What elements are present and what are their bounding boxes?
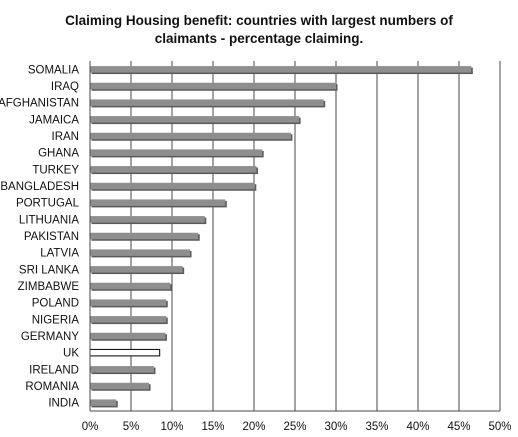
bar <box>90 166 257 173</box>
bar <box>90 132 291 140</box>
chart-title-line-1: Claiming Housing benefit: countries with… <box>65 13 453 28</box>
x-tick-label: 45% <box>447 421 470 433</box>
category-label: JAMAICA <box>29 114 79 126</box>
bar <box>90 249 191 256</box>
bar <box>90 82 336 90</box>
category-label: ROMANIA <box>25 381 79 393</box>
bar <box>90 266 183 273</box>
bar <box>90 282 171 290</box>
category-label: SOMALIA <box>28 64 79 76</box>
category-label: IRELAND <box>29 364 79 376</box>
x-tick-label: 15% <box>201 421 224 433</box>
x-tick-label: 30% <box>324 421 347 433</box>
category-label: TURKEY <box>32 164 79 176</box>
category-label: AFGHANISTAN <box>0 98 79 110</box>
category-label: LITHUANIA <box>19 214 79 226</box>
bar <box>90 316 167 323</box>
chart-title-line-2: claimants - percentage claiming. <box>155 31 364 46</box>
x-tick-label: 10% <box>160 421 183 433</box>
category-label: PORTUGAL <box>16 198 80 210</box>
category-label: UK <box>63 348 79 360</box>
bar-highlight <box>89 348 161 357</box>
category-label: ZIMBABWE <box>18 281 80 293</box>
bar <box>90 199 226 206</box>
category-label: GERMANY <box>21 331 79 343</box>
bar <box>90 99 324 106</box>
bar <box>90 366 154 373</box>
bar <box>90 216 205 223</box>
x-tick-label: 5% <box>123 421 140 433</box>
bar <box>90 382 150 390</box>
x-tick-label: 40% <box>406 421 429 433</box>
x-tick-label: 25% <box>283 421 306 433</box>
category-label: LATVIA <box>40 248 79 260</box>
x-tick-label: 0% <box>82 421 99 433</box>
bar <box>90 399 117 406</box>
category-label: NIGERIA <box>32 314 80 326</box>
category-labels: SOMALIA IRAQ AFGHANISTAN JAMAICA IRAN GHANA TU… <box>0 64 80 409</box>
category-label: IRAN <box>52 131 79 143</box>
category-label: GHANA <box>38 148 79 160</box>
bar <box>90 66 472 73</box>
x-tick-label: 50% <box>488 421 511 433</box>
bar <box>90 332 166 340</box>
x-tick-label: 35% <box>365 421 388 433</box>
category-label: BANGLADESH <box>0 181 79 193</box>
bar <box>90 299 167 306</box>
x-axis-tick-labels: 0% 5% 10% 15% 20% 25% 30% 35% 40% 45% 50% <box>82 421 512 433</box>
bars <box>89 66 473 408</box>
bar <box>90 232 199 240</box>
category-label: INDIA <box>48 398 79 410</box>
category-label: POLAND <box>32 298 79 310</box>
category-label: PAKISTAN <box>24 231 79 243</box>
x-tick-label: 20% <box>242 421 265 433</box>
bar <box>90 182 255 190</box>
bar <box>90 149 263 156</box>
category-label: SRI LANKA <box>19 264 79 276</box>
bar <box>90 116 300 123</box>
category-label: IRAQ <box>51 81 79 93</box>
